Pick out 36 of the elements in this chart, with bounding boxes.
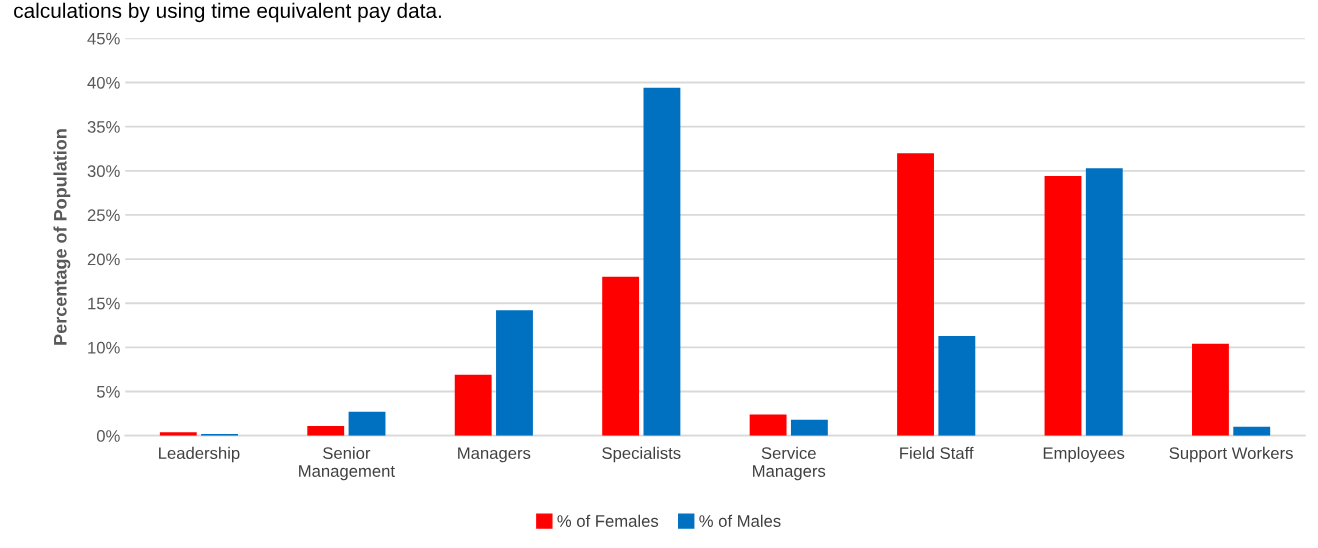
bar [1085,168,1123,436]
y-tick-label: 0% [96,430,120,442]
legend-label: % of Males [699,514,781,527]
y-tick-label: 20% [87,253,120,266]
text: calculations by using time equivalent pay data. [14,2,441,23]
y-tick-label: 30% [87,165,120,177]
x-tick-label: Specialists [602,446,681,463]
y-tick-label: 15% [88,297,120,310]
legend-label: % of Females [557,514,659,527]
y-axis-title: Percentage of Population [53,129,71,345]
bar [897,153,934,436]
x-tick-label: Senior Management [299,446,395,481]
y-tick-label: 25% [87,209,120,222]
y-tick-label: 45% [87,32,120,45]
y-tick-label: 5% [96,385,120,398]
bar [938,335,976,436]
bar [1044,176,1082,436]
bar [749,414,787,436]
bar [602,276,640,436]
bar [307,425,345,436]
x-tick-label: Support Workers [1169,446,1293,463]
y-tick-label: 40% [87,76,120,89]
x-tick-label: Leadership [159,446,240,463]
bar [790,419,828,436]
bar [1192,343,1229,436]
x-tick-label: Field Staff [900,446,974,460]
bar [643,87,681,436]
x-tick-label: Service Managers [753,446,826,481]
y-tick-label: 10% [88,341,120,354]
x-tick-label: Employees [1043,446,1125,463]
x-tick-label: Managers [458,447,531,463]
bar [348,411,386,436]
y-tick-label: 35% [87,121,120,133]
bar [496,310,533,436]
bar [1233,426,1271,436]
bar [454,374,492,436]
